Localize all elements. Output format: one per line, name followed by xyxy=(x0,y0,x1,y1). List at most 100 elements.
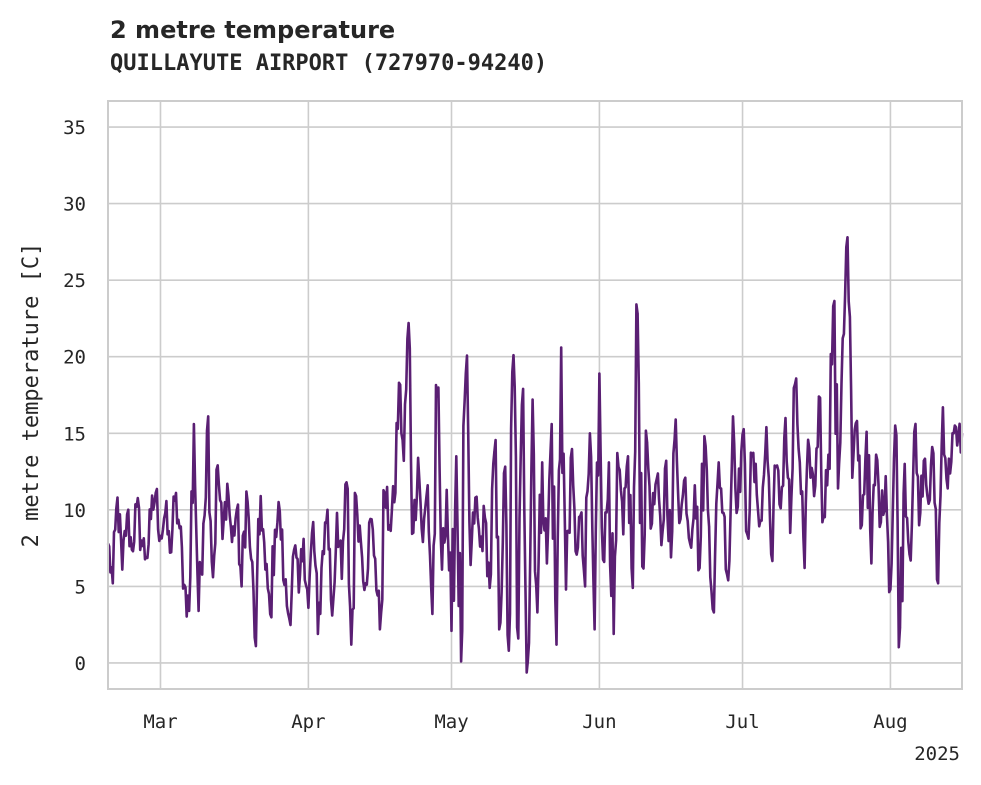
data-point xyxy=(173,499,176,502)
data-point xyxy=(159,534,162,538)
data-point xyxy=(588,432,592,435)
data-point xyxy=(765,426,768,429)
data-point xyxy=(941,406,945,409)
data-point xyxy=(412,531,415,534)
data-point xyxy=(937,582,940,585)
data-point xyxy=(865,430,868,433)
data-point xyxy=(445,488,448,491)
data-point xyxy=(331,614,334,617)
series-layer xyxy=(106,236,964,674)
data-point xyxy=(631,586,634,590)
data-point xyxy=(230,540,234,544)
data-point xyxy=(679,517,682,521)
data-point xyxy=(832,305,835,308)
data-point xyxy=(188,609,191,613)
data-point xyxy=(741,433,744,436)
data-point xyxy=(254,645,257,648)
data-point xyxy=(211,576,215,579)
y-axis: 0 5 10 15 20 25 30 35 xyxy=(63,117,86,675)
y-tick-label: 25 xyxy=(63,270,86,292)
data-point xyxy=(388,524,391,527)
data-point xyxy=(469,563,472,567)
data-point xyxy=(431,612,434,616)
data-point xyxy=(626,455,630,458)
data-point xyxy=(145,556,148,559)
data-point xyxy=(464,372,467,375)
data-point xyxy=(798,461,801,464)
data-point xyxy=(717,461,720,464)
data-point xyxy=(154,491,157,495)
data-point xyxy=(264,568,267,571)
data-point xyxy=(397,381,401,384)
data-point xyxy=(245,490,248,493)
data-point xyxy=(164,511,167,514)
data-point xyxy=(316,632,319,636)
data-point xyxy=(374,557,377,560)
data-point xyxy=(531,398,534,401)
data-point xyxy=(789,531,792,534)
data-point xyxy=(712,611,716,614)
data-point xyxy=(770,553,773,556)
data-point xyxy=(813,495,816,498)
data-point xyxy=(579,514,582,518)
data-point xyxy=(240,585,243,588)
data-point xyxy=(345,481,348,484)
data-point xyxy=(584,585,587,588)
data-point xyxy=(297,591,300,594)
data-point xyxy=(669,556,673,559)
data-point xyxy=(674,418,677,421)
data-point xyxy=(307,606,310,609)
data-point xyxy=(784,416,787,420)
x-tick-label: May xyxy=(434,711,468,733)
data-point xyxy=(407,321,410,325)
data-point xyxy=(312,521,315,524)
data-point xyxy=(727,579,730,582)
data-point xyxy=(693,484,696,487)
data-point xyxy=(507,649,510,652)
data-point xyxy=(293,548,296,551)
data-point xyxy=(450,629,453,632)
data-point xyxy=(894,424,897,427)
data-point xyxy=(512,354,515,357)
data-point xyxy=(149,517,152,521)
chart-subtitle: QUILLAYUTE AIRPORT (727970-94240) xyxy=(110,51,548,76)
chart-title: 2 metre temperature xyxy=(110,16,396,44)
data-point xyxy=(617,465,620,469)
data-point xyxy=(951,432,954,435)
data-point xyxy=(908,553,911,556)
data-point xyxy=(569,456,572,459)
x-tick-label: Apr xyxy=(291,711,325,733)
data-point xyxy=(851,476,854,479)
data-point xyxy=(402,459,405,462)
data-point xyxy=(226,482,229,485)
data-point xyxy=(655,478,658,481)
data-point xyxy=(326,508,329,511)
data-point xyxy=(564,588,568,591)
data-point xyxy=(827,453,830,456)
data-point xyxy=(946,487,949,490)
y-tick-label: 0 xyxy=(75,653,86,675)
data-point xyxy=(383,491,386,495)
data-point xyxy=(560,346,563,349)
data-point xyxy=(359,540,362,544)
data-point xyxy=(736,505,739,508)
data-point xyxy=(884,475,887,478)
data-point xyxy=(192,423,195,426)
data-point xyxy=(440,568,444,571)
data-point xyxy=(846,236,849,239)
data-point xyxy=(870,562,873,565)
data-point xyxy=(350,643,353,646)
data-point xyxy=(426,484,429,487)
data-point xyxy=(522,387,525,390)
data-point xyxy=(207,415,210,418)
x-axis-offset-label: 2025 xyxy=(914,743,960,765)
y-tick-label: 35 xyxy=(63,117,86,139)
data-point xyxy=(836,487,840,490)
data-point xyxy=(760,519,763,522)
data-point xyxy=(889,588,892,591)
data-point xyxy=(436,395,439,398)
x-tick-label: Jul xyxy=(725,711,759,733)
data-point xyxy=(250,557,253,560)
data-point xyxy=(746,533,749,536)
